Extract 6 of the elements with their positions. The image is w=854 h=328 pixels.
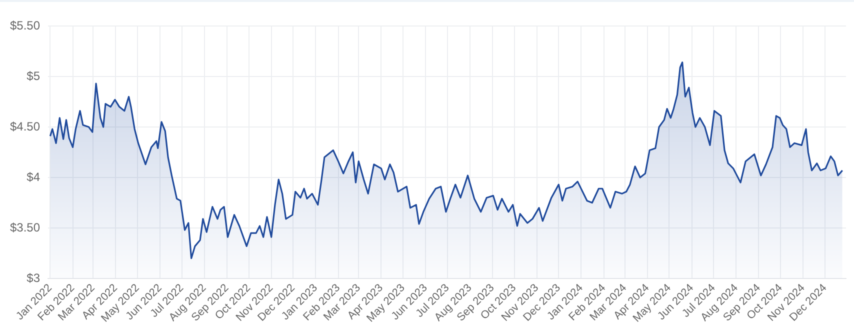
y-tick-label: $3 [26, 270, 40, 285]
y-tick-label: $3.50 [10, 220, 40, 234]
y-tick-label: $4.50 [10, 119, 40, 134]
y-tick-label: $5.50 [10, 18, 40, 32]
y-tick-label: $5 [26, 68, 40, 83]
y-tick-label: $4 [26, 170, 40, 184]
